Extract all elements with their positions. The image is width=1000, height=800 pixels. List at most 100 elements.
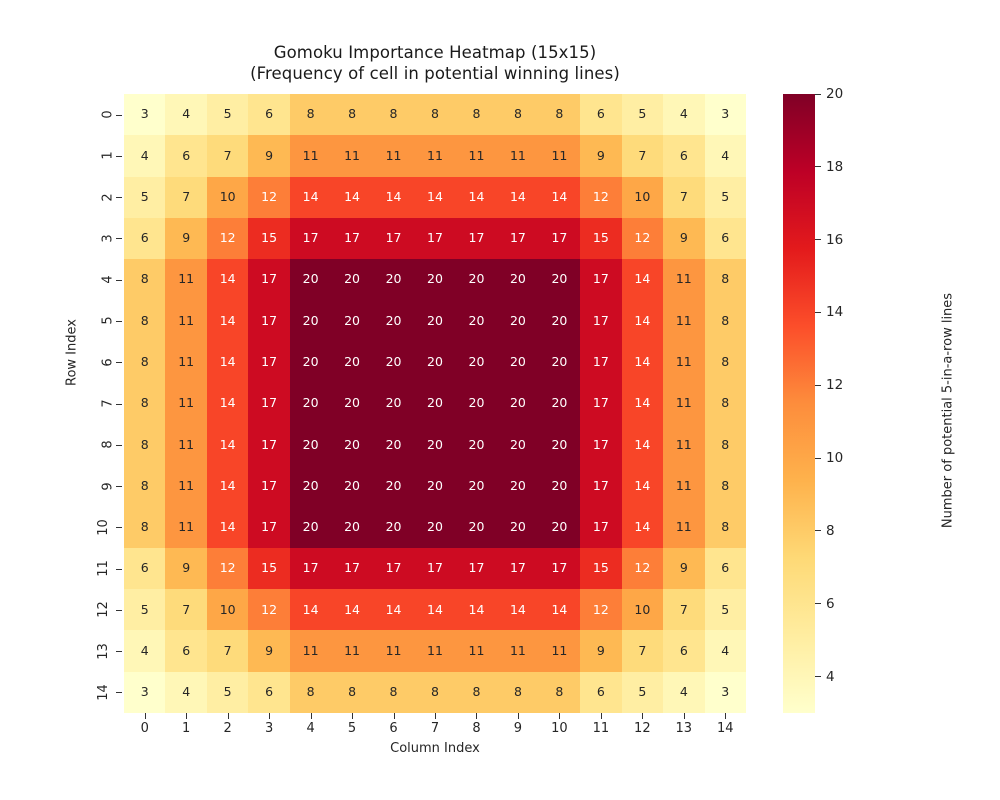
- colorbar-tick-mark: [815, 384, 821, 386]
- x-tick-label-2: 2: [223, 721, 232, 736]
- heatmap-cell: 12: [206, 217, 249, 260]
- heatmap-cell: 10: [206, 589, 249, 631]
- heatmap-cell: 11: [663, 300, 705, 342]
- x-tick-mark: [227, 713, 229, 719]
- heatmap-cell: 12: [621, 547, 664, 590]
- heatmap-cell: 5: [704, 176, 746, 218]
- heatmap-cell: 20: [331, 300, 373, 342]
- heatmap-plot-area: 3 4 5 6 8 8 8 8 8 8 8 6 5 4 3 4 6 7 9 11 11 11 11 11 11 11 9 7 6 4 5 7 1…: [124, 94, 746, 713]
- heatmap-cell: 20: [455, 506, 498, 548]
- heatmap-cell: 11: [455, 630, 498, 672]
- heatmap-cell: 17: [455, 217, 498, 260]
- heatmap-cell: 11: [165, 259, 207, 301]
- heatmap-cell: 17: [331, 217, 373, 260]
- heatmap-cell: 8: [497, 671, 539, 713]
- heatmap-cell: 15: [580, 217, 622, 260]
- heatmap-cell: 4: [663, 94, 705, 136]
- colorbar-tick-text: 18: [826, 158, 844, 175]
- heatmap-cell: 6: [165, 135, 207, 177]
- heatmap-cell: 17: [248, 382, 290, 425]
- heatmap-cell: 17: [248, 424, 290, 466]
- heatmap-cell: 20: [455, 382, 498, 425]
- heatmap-cell: 11: [497, 135, 539, 177]
- heatmap-cell: 20: [414, 259, 456, 301]
- heatmap-cell: 9: [580, 630, 622, 672]
- heatmap-cell: 14: [497, 176, 539, 218]
- x-tick-label-12: 12: [634, 721, 651, 736]
- heatmap-cell: 14: [206, 382, 249, 425]
- heatmap-cell: 17: [580, 465, 622, 507]
- heatmap-cell: 20: [372, 341, 415, 383]
- x-tick-mark: [559, 713, 561, 719]
- heatmap-cell: 17: [538, 217, 581, 260]
- heatmap-cell: 11: [165, 382, 207, 425]
- heatmap-cell: 20: [538, 424, 581, 466]
- heatmap-cell: 8: [704, 506, 746, 548]
- heatmap-cell: 20: [372, 382, 415, 425]
- heatmap-cell: 17: [248, 341, 290, 383]
- heatmap-cell: 11: [455, 135, 498, 177]
- x-tick-label-10: 10: [551, 721, 568, 736]
- heatmap-cell: 17: [580, 424, 622, 466]
- heatmap-cell: 11: [289, 630, 332, 672]
- heatmap-cell: 11: [538, 630, 581, 672]
- heatmap-cell: 20: [414, 424, 456, 466]
- x-tick-mark: [435, 713, 436, 719]
- heatmap-cell: 11: [165, 341, 207, 383]
- y-tick-mark: [116, 527, 122, 529]
- y-tick-mark: [116, 486, 122, 488]
- heatmap-cell: 20: [372, 424, 415, 466]
- heatmap-cell: 4: [124, 135, 166, 177]
- heatmap-grid: 3 4 5 6 8 8 8 8 8 8 8 6 5 4 3 4 6 7 9 11 11 11 11 11 11 11 9 7 6 4 5 7 1…: [124, 94, 746, 713]
- heatmap-cell: 11: [538, 135, 581, 177]
- x-tick-mark: [476, 713, 478, 719]
- heatmap-cell: 14: [331, 589, 373, 631]
- colorbar-tick-mark: [815, 603, 821, 605]
- heatmap-cell: 12: [621, 217, 664, 260]
- heatmap-cell: 20: [331, 506, 373, 548]
- colorbar-tick-mark: [815, 530, 821, 532]
- heatmap-cell: 5: [621, 671, 664, 713]
- y-axis-ticks: 0 1 2 3 4 5 6 7 8 9 10 11 12 13 14: [96, 94, 122, 713]
- heatmap-cell: 8: [289, 671, 332, 713]
- heatmap-cell: 17: [372, 217, 415, 260]
- heatmap-cell: 20: [455, 424, 498, 466]
- heatmap-cell: 20: [289, 424, 332, 466]
- heatmap-cell: 8: [372, 94, 415, 136]
- heatmap-cell: 8: [538, 94, 581, 136]
- x-tick-mark: [310, 713, 312, 719]
- heatmap-cell: 8: [704, 259, 746, 301]
- colorbar-tick-text: 6: [826, 595, 835, 612]
- heatmap-cell: 8: [704, 382, 746, 425]
- heatmap-cell: 20: [331, 382, 373, 425]
- x-tick-mark: [186, 713, 188, 719]
- heatmap-cell: 20: [372, 506, 415, 548]
- heatmap-cell: 17: [580, 341, 622, 383]
- heatmap-cell: 11: [414, 135, 456, 177]
- heatmap-cell: 6: [124, 547, 166, 590]
- y-axis-label: Row Index: [64, 319, 80, 386]
- x-tick-label-8: 8: [472, 721, 481, 736]
- y-tick-mark: [116, 403, 122, 405]
- heatmap-cell: 6: [248, 94, 290, 136]
- heatmap-cell: 17: [538, 547, 581, 590]
- heatmap-cell: 14: [621, 341, 664, 383]
- heatmap-cell: 3: [124, 94, 166, 136]
- heatmap-cell: 8: [372, 671, 415, 713]
- heatmap-cell: 17: [289, 547, 332, 590]
- heatmap-cell: 20: [538, 341, 581, 383]
- heatmap-cell: 20: [289, 465, 332, 507]
- heatmap-cell: 5: [621, 94, 664, 136]
- heatmap-cell: 8: [124, 300, 166, 342]
- heatmap-cell: 6: [704, 547, 746, 590]
- heatmap-cell: 14: [206, 259, 249, 301]
- colorbar-tick-text: 10: [826, 450, 844, 467]
- heatmap-cell: 11: [497, 630, 539, 672]
- y-tick-mark: [116, 279, 122, 281]
- colorbar-tick-text: 20: [826, 86, 844, 102]
- x-tick-label-9: 9: [513, 721, 523, 736]
- heatmap-cell: 9: [165, 217, 207, 260]
- heatmap-cell: 8: [124, 424, 166, 466]
- heatmap-cell: 14: [206, 465, 249, 507]
- heatmap-cell: 17: [455, 547, 498, 590]
